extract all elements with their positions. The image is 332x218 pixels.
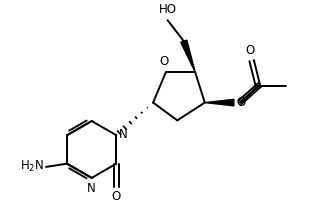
Polygon shape [181, 40, 195, 72]
Polygon shape [205, 99, 234, 106]
Text: O: O [112, 190, 121, 203]
Text: O: O [160, 55, 169, 68]
Text: O: O [245, 44, 255, 57]
Text: O: O [236, 96, 245, 109]
Text: N: N [87, 182, 96, 195]
Text: HO: HO [159, 3, 177, 16]
Text: N: N [119, 128, 127, 141]
Text: H$_2$N: H$_2$N [20, 159, 44, 174]
